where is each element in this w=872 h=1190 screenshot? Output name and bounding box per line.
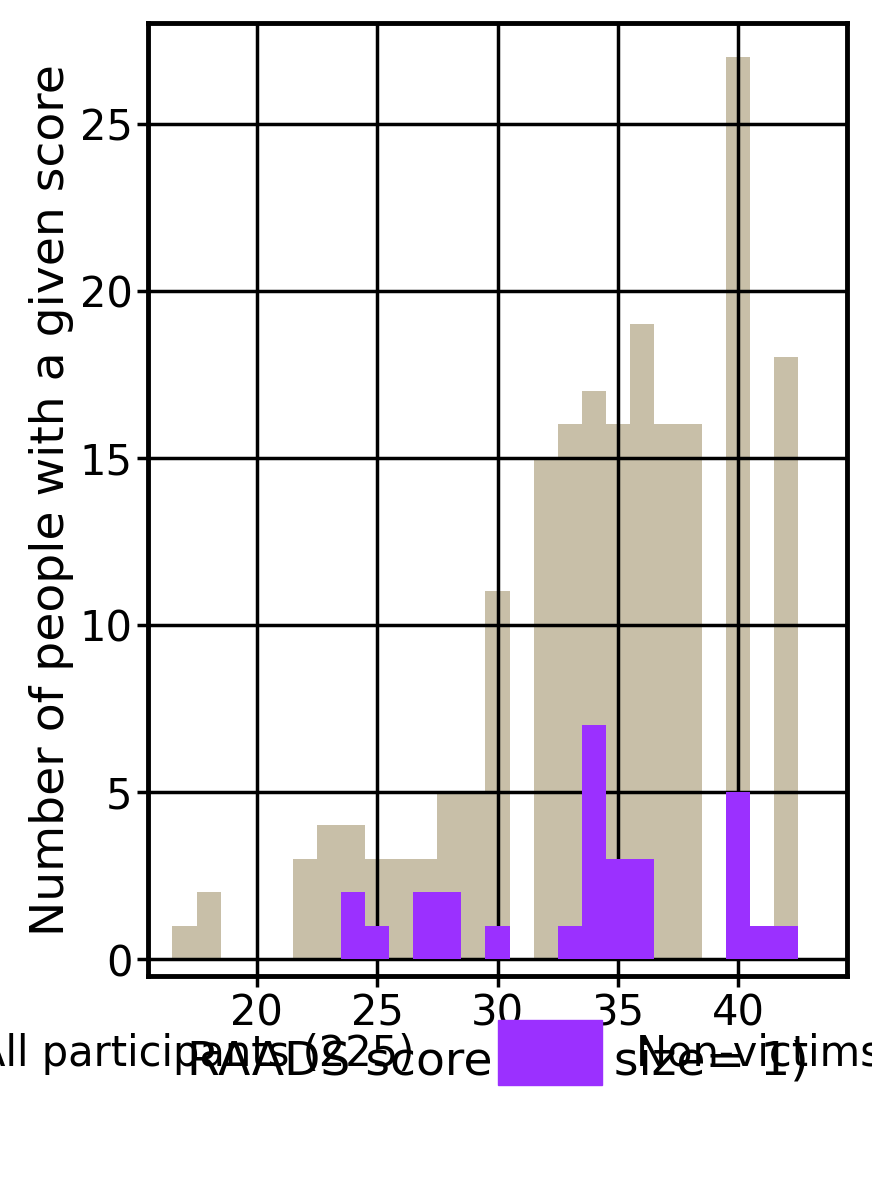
Bar — [412, 859, 437, 959]
Bar — [773, 926, 798, 959]
Bar — [485, 591, 509, 959]
Bar — [605, 859, 630, 959]
Bar — [726, 57, 750, 959]
Bar — [317, 826, 341, 959]
Bar — [173, 926, 196, 959]
Bar — [533, 458, 557, 959]
Bar — [605, 425, 630, 959]
Bar — [437, 793, 461, 959]
Bar — [557, 425, 582, 959]
Bar — [364, 926, 389, 959]
Bar — [582, 392, 605, 959]
Y-axis label: Number of people with a given score: Number of people with a given score — [29, 64, 74, 935]
Bar — [630, 859, 653, 959]
Bar — [582, 725, 605, 959]
Bar — [750, 926, 773, 959]
Bar — [726, 793, 750, 959]
Bar — [364, 859, 389, 959]
Bar — [341, 892, 364, 959]
Bar — [196, 892, 221, 959]
Bar — [412, 892, 437, 959]
Bar — [653, 425, 678, 959]
Bar — [773, 358, 798, 959]
Bar — [293, 859, 317, 959]
Bar — [389, 859, 412, 959]
Legend: All participants (225), Non-victims per SES (26): All participants (225), Non-victims per … — [0, 978, 872, 1127]
Bar — [557, 926, 582, 959]
Bar — [678, 425, 701, 959]
Bar — [461, 793, 485, 959]
Bar — [630, 325, 653, 959]
Bar — [437, 892, 461, 959]
Bar — [485, 926, 509, 959]
Bar — [341, 826, 364, 959]
X-axis label: RAADS score (bin size= 1): RAADS score (bin size= 1) — [187, 1039, 807, 1084]
